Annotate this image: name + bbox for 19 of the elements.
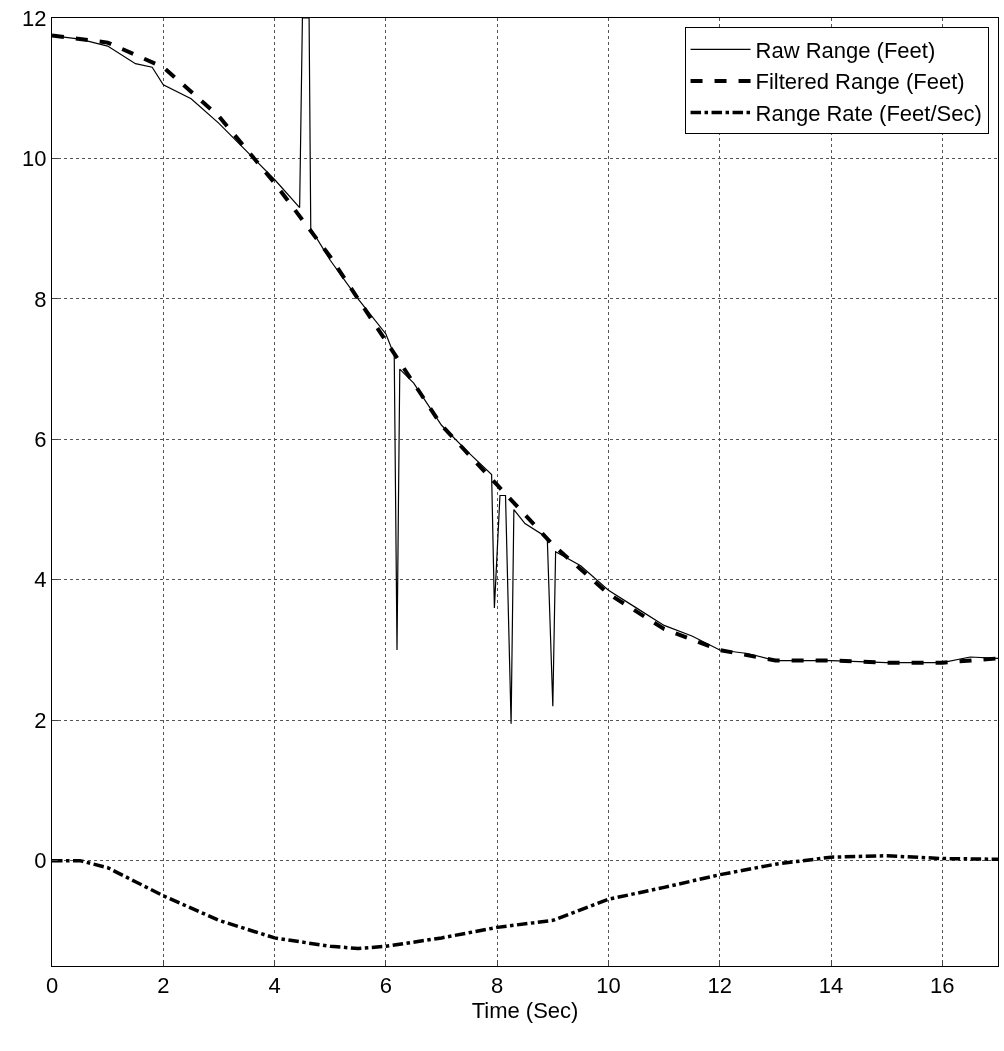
y-tick-label: 4 xyxy=(34,567,47,593)
x-tick-label: 8 xyxy=(491,973,504,999)
y-tick-label: 12 xyxy=(22,5,47,31)
legend-label: Range Rate (Feet/Sec) xyxy=(755,101,982,127)
y-tick-label: 8 xyxy=(34,286,47,312)
legend-label: Raw Range (Feet) xyxy=(755,37,936,63)
legend-label: Filtered Range (Feet) xyxy=(755,69,965,95)
y-tick-label: 10 xyxy=(22,146,47,172)
y-tick-label: 0 xyxy=(34,848,47,874)
x-tick-label: 10 xyxy=(596,973,621,999)
x-tick-label: 12 xyxy=(707,973,732,999)
x-tick-label: 4 xyxy=(268,973,281,999)
x-tick-label: 2 xyxy=(157,973,170,999)
x-tick-label: 14 xyxy=(818,973,844,999)
x-tick-label: 16 xyxy=(930,973,955,999)
x-axis-title: Time (Sec) xyxy=(471,998,579,1024)
y-tick-label: 6 xyxy=(34,427,47,453)
y-tick-label: 2 xyxy=(34,707,47,733)
x-tick-label: 6 xyxy=(379,973,393,999)
